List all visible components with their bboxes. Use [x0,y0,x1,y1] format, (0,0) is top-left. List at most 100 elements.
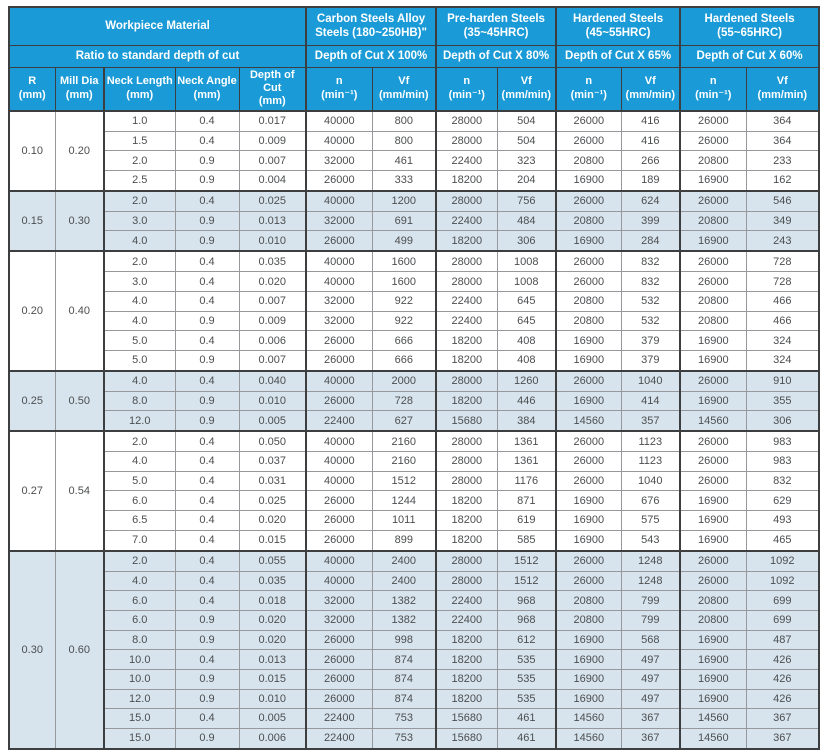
data-cell: 0.020 [238,510,307,531]
data-cell: 26000 [305,529,373,552]
data-cell: 18200 [435,629,498,651]
data-cell: 26000 [305,668,373,690]
data-cell: 0.4 [174,110,240,132]
data-cell: 426 [745,668,820,690]
data-cell: 497 [620,668,681,690]
data-cell: 266 [620,150,681,171]
data-cell: 1248 [620,549,681,572]
data-cell: 20800 [555,310,622,332]
data-cell: 3.0 [103,210,176,232]
data-cell: 426 [745,649,820,670]
data-cell: 1382 [371,609,437,631]
r-cell: 0.20 [8,250,56,372]
data-cell: 28000 [435,189,498,212]
data-cell: 14560 [679,708,747,729]
data-cell: 306 [745,410,820,432]
data-cell: 497 [620,688,681,710]
data-cell: 16900 [555,169,622,192]
data-cell: 355 [745,390,820,412]
data-cell: 26000 [679,130,747,152]
data-cell: 15.0 [103,727,176,750]
data-cell: 0.013 [238,210,307,232]
table-row: 0.25 0.50 4.0 0.4 0.040 40000 2000 28000 1260 260… [8,369,820,432]
depth-of-cut-100-header: Depth of Cut X 100% [305,44,437,68]
data-cell: 26000 [679,250,747,273]
data-cell: 0.006 [238,330,307,351]
data-cell: 26000 [555,250,622,273]
data-cell: 22400 [435,310,498,332]
data-cell: 28000 [435,549,498,572]
col-header-vf-80: Vf (mm/min) [496,66,557,112]
data-cell: 284 [620,230,681,252]
table-row: 5.0 0.9 0.007 26000 666 18200 408 16900 379 16900… [9,349,820,372]
col-header-neck-length: Neck Length (mm) [103,66,176,112]
data-cell: 0.4 [174,708,240,729]
data-cell: 532 [620,290,681,312]
data-cell: 26000 [305,490,373,512]
data-cell: 871 [496,490,557,512]
data-cell: 22400 [305,708,373,729]
data-cell: 20800 [679,310,747,332]
data-cell: 16900 [679,490,747,512]
data-cell: 18200 [435,510,498,531]
data-cell: 2000 [371,369,437,392]
data-cell: 16900 [679,668,747,690]
data-cell: 26000 [679,570,747,592]
data-cell: 504 [496,110,557,132]
table-row: 0.20 0.40 2.0 0.4 0.035 40000 1600 28000 1008 260… [8,250,820,372]
data-cell: 1.0 [103,110,176,132]
data-cell: 20800 [679,210,747,232]
data-cell: 466 [745,290,820,312]
data-cell: 1244 [371,490,437,512]
data-cell: 0.006 [238,727,307,750]
data-cell: 585 [496,529,557,552]
data-cell: 0.9 [174,668,240,690]
data-cell: 0.007 [238,290,307,312]
table-row: 8.0 0.9 0.020 26000 998 18200 612 16900 568 16900… [9,629,820,651]
data-cell: 14560 [679,410,747,432]
data-cell: 0.9 [174,150,240,171]
data-cell: 2.5 [103,169,176,192]
depth-of-cut-80-header: Depth of Cut X 80% [435,44,557,68]
data-cell: 18200 [435,688,498,710]
data-cell: 1123 [620,451,681,472]
data-cell: 4.0 [103,451,176,472]
data-cell: 627 [371,410,437,432]
material-group-carbon-steels: Carbon Steels Alloy Steels (180~250HB)" [305,6,437,46]
data-cell: 357 [620,410,681,432]
data-cell: 367 [745,708,820,729]
data-cell: 14560 [555,708,622,729]
data-cell: 26000 [555,271,622,292]
data-cell: 2160 [371,451,437,472]
data-cell: 233 [745,150,820,171]
r-cell: 0.10 [8,110,56,192]
data-cell: 0.4 [174,549,240,572]
mill-dia-cell: 0.40 [54,250,105,372]
data-cell: 5.0 [103,349,176,372]
data-cell: 32000 [305,210,373,232]
data-cell: 874 [371,649,437,670]
data-cell: 364 [745,130,820,152]
data-cell: 28000 [435,250,498,273]
col-header-vf-65: Vf (mm/min) [620,66,681,112]
data-cell: 0.9 [174,169,240,192]
data-cell: 0.4 [174,529,240,552]
data-cell: 28000 [435,130,498,152]
mill-dia-cell: 0.60 [54,549,105,750]
data-cell: 306 [496,230,557,252]
data-cell: 465 [745,529,820,552]
data-cell: 18200 [435,349,498,372]
data-cell: 0.050 [238,430,307,453]
material-group-hardened-45-55: Hardened Steels (45~55HRC) [555,6,681,46]
data-cell: 619 [496,510,557,531]
data-cell: 12.0 [103,688,176,710]
data-cell: 26000 [555,189,622,212]
data-cell: 15680 [435,410,498,432]
depth-of-cut-60-header: Depth of Cut X 60% [679,44,820,68]
data-cell: 2.0 [103,150,176,171]
data-cell: 349 [745,210,820,232]
data-cell: 0.4 [174,649,240,670]
data-cell: 0.4 [174,430,240,453]
data-cell: 5.0 [103,470,176,492]
data-cell: 0.9 [174,390,240,412]
